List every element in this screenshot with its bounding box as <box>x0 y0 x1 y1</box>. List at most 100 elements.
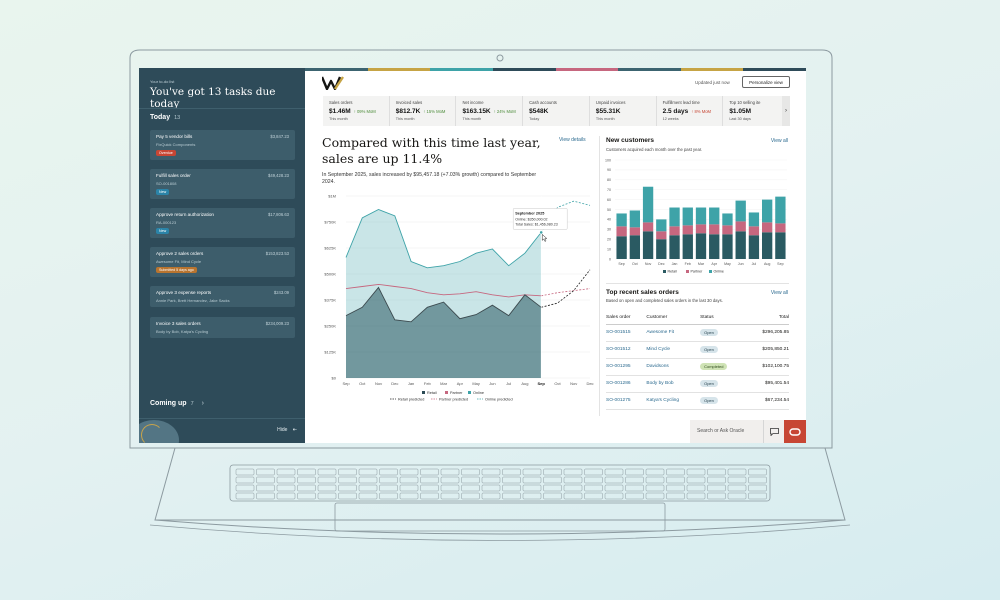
bar-partner[interactable] <box>642 222 654 232</box>
view-details-link[interactable]: View details <box>559 137 586 143</box>
kpi-card[interactable]: Unpaid invoices $55.31K This month <box>590 96 657 126</box>
task-card[interactable]: Invoice 3 sales orders $234,009.23 Body by… <box>150 317 295 338</box>
bar-partner[interactable] <box>695 224 707 234</box>
new-customers-view-all[interactable]: View all <box>770 138 788 144</box>
sales-order-link[interactable]: SO-001275 <box>606 392 647 410</box>
bar-retail[interactable] <box>616 236 627 259</box>
bar-online[interactable] <box>669 207 680 227</box>
collapse-icon: ⇤ <box>292 427 297 433</box>
bar-partner[interactable] <box>629 227 641 236</box>
orders-view-all[interactable]: View all <box>770 290 788 296</box>
task-card[interactable]: Approve 2 sales orders $153,823.53 Awesome… <box>150 247 295 277</box>
personalize-view-button[interactable]: Personalize view <box>742 76 790 88</box>
customer-link[interactable]: Mind Cycle <box>646 341 701 359</box>
bar-retail[interactable] <box>669 235 680 259</box>
bar-online[interactable] <box>629 210 641 228</box>
bar-retail[interactable] <box>629 235 641 259</box>
series-line-online[interactable] <box>345 209 542 269</box>
today-header[interactable]: Today 13 <box>150 114 180 121</box>
customer-link[interactable]: Body by Bob <box>646 375 701 393</box>
bar-partner[interactable] <box>735 221 746 232</box>
bar-partner[interactable] <box>709 224 720 235</box>
oracle-logo-icon[interactable] <box>784 420 806 443</box>
task-card[interactable]: Fulfill sales order $49,428.23 SO-001808 Ne… <box>150 169 295 199</box>
bar-online[interactable] <box>735 200 746 222</box>
kpi-value-text: $1.46M <box>329 108 351 115</box>
bar-partner[interactable] <box>656 231 667 240</box>
cursor-icon <box>541 233 548 242</box>
column-header[interactable]: Total <box>745 311 789 325</box>
bar-online[interactable] <box>748 212 760 227</box>
bar-online[interactable] <box>709 207 720 225</box>
kpi-card[interactable]: Net income $163.15K ↑ 24% MoM This month <box>456 96 524 126</box>
table-row[interactable]: SO-001515 Awesome Fit Open $296,205.85 <box>606 324 789 342</box>
bar-retail[interactable] <box>735 231 746 259</box>
series-line-partner[interactable] <box>345 283 542 298</box>
column-header[interactable]: Customer <box>646 311 701 325</box>
x-tick-label: Nov <box>645 262 652 266</box>
bar-online[interactable] <box>761 199 773 223</box>
table-row[interactable]: SO-001512 Mind Cycle Open $205,850.21 <box>606 341 789 359</box>
task-card[interactable]: Approve return authorization $17,806.63 RA… <box>150 208 295 238</box>
tooltip-point[interactable] <box>539 230 544 235</box>
column-header[interactable]: Status <box>700 311 746 325</box>
sales-comparison-chart[interactable]: $0 $125K $250K $375K $500K $625K $750K $1M Sep Oc… <box>322 188 595 418</box>
bar-online[interactable] <box>656 219 667 232</box>
page-headline: Compared with this time last year, sales… <box>322 135 541 166</box>
sales-order-link[interactable]: SO-001512 <box>606 341 647 359</box>
bar-partner[interactable] <box>748 226 760 236</box>
y-tick-label: $500K <box>324 272 336 277</box>
new-customers-chart[interactable]: 0 10 20 30 40 50 60 70 80 90 100 Sep Oct Nov Dec Jan Feb… <box>601 156 791 281</box>
ask-oracle-input[interactable]: Search or Ask Oracle <box>697 428 745 434</box>
kpi-card[interactable]: Sales orders $1.46M ↑ 09% MoM This month <box>323 96 390 126</box>
task-amount: $243.09 <box>273 290 289 295</box>
task-card[interactable]: Pay 5 vendor bills $3,847.23 FixQuick Comp… <box>150 130 295 160</box>
bar-partner[interactable] <box>682 225 693 235</box>
bar-partner[interactable] <box>616 226 627 237</box>
bar-online[interactable] <box>775 196 786 224</box>
task-amount: $153,823.53 <box>265 251 289 256</box>
legend-label: Online <box>714 270 724 274</box>
bar-retail[interactable] <box>748 235 760 259</box>
table-row[interactable]: SO-001286 Body by Bob Open $95,401.54 <box>606 375 789 393</box>
table-row[interactable]: SO-001295 Davidsons Completed $102,100.75 <box>606 358 789 376</box>
column-header[interactable]: Sales order <box>606 311 647 325</box>
bar-online[interactable] <box>722 213 733 226</box>
task-card[interactable]: Approve 3 expense reports $243.09 Annie Pa… <box>150 286 295 307</box>
coming-up-toggle[interactable]: Coming up 7 › <box>150 400 204 407</box>
todo-sidebar: Your to-do list You've got 13 tasks due … <box>139 68 305 443</box>
customer-link[interactable]: Katya's Cycling <box>646 392 701 410</box>
message-icon[interactable] <box>763 420 784 443</box>
kpi-next-button[interactable]: › <box>782 96 790 126</box>
bar-partner[interactable] <box>775 223 786 233</box>
kpi-card[interactable]: Fulfillment lead time 2.5 days ↑ 8% MoM 12 … <box>657 96 724 126</box>
bar-retail[interactable] <box>642 231 654 259</box>
bar-partner[interactable] <box>761 222 773 233</box>
bar-online[interactable] <box>695 207 707 225</box>
x-tick-label: Nov <box>570 381 577 386</box>
kpi-card[interactable]: Cash accounts $548K Today <box>523 96 590 126</box>
bar-retail[interactable] <box>722 234 733 259</box>
table-row[interactable]: SO-001275 Katya's Cycling Open $67,234.54 <box>606 392 789 410</box>
customer-link[interactable]: Davidsons <box>646 358 701 376</box>
bar-retail[interactable] <box>761 232 773 259</box>
bar-retail[interactable] <box>682 234 693 259</box>
bar-retail[interactable] <box>775 232 786 259</box>
bar-retail[interactable] <box>656 239 667 259</box>
kpi-card[interactable]: Top 10 selling ite $1.05M Last 30 days <box>723 96 791 126</box>
hide-sidebar-button[interactable]: Hide ⇤ <box>277 427 297 433</box>
bar-partner[interactable] <box>669 226 680 236</box>
bar-retail[interactable] <box>709 234 720 259</box>
bar-online[interactable] <box>642 186 654 223</box>
sales-order-link[interactable]: SO-001515 <box>606 324 647 342</box>
bar-retail[interactable] <box>695 233 707 259</box>
customer-link[interactable]: Awesome Fit <box>646 324 701 342</box>
x-tick-label: Nov <box>375 381 382 386</box>
bar-partner[interactable] <box>722 225 733 235</box>
series-line-retail[interactable] <box>345 286 542 323</box>
sales-order-link[interactable]: SO-001295 <box>606 358 647 376</box>
bar-online[interactable] <box>616 213 627 227</box>
bar-online[interactable] <box>682 207 693 226</box>
sales-order-link[interactable]: SO-001286 <box>606 375 647 393</box>
kpi-card[interactable]: Invoiced sales $812.7K ↑ 15% MoM This month <box>390 96 457 126</box>
